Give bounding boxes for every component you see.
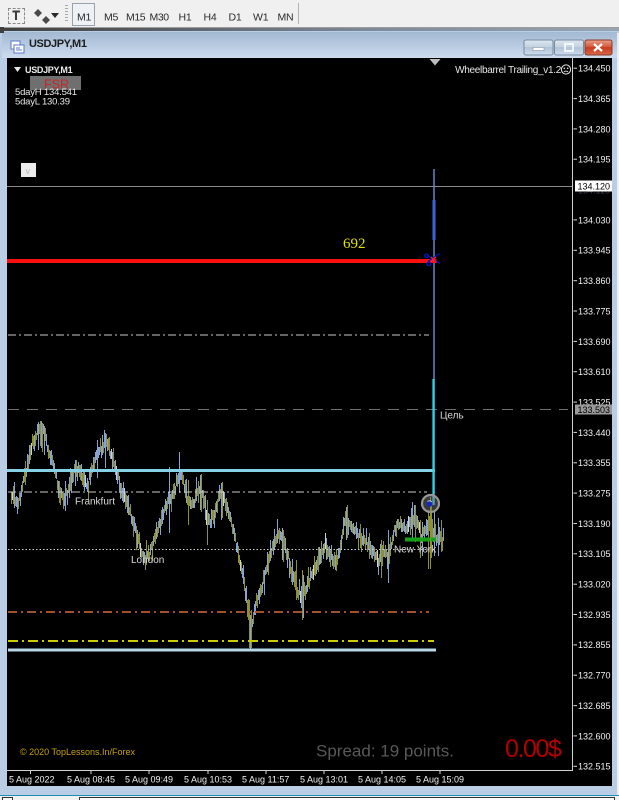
svg-text:134.365: 134.365	[578, 94, 611, 104]
svg-text:132.600: 132.600	[578, 731, 611, 741]
svg-text:v: v	[26, 166, 31, 176]
svg-text:133.525: 133.525	[578, 397, 611, 407]
svg-text:134.195: 134.195	[578, 155, 611, 165]
svg-text:Цель: Цель	[440, 411, 464, 422]
svg-text:134.450: 134.450	[578, 64, 611, 74]
svg-text:134.280: 134.280	[578, 124, 611, 134]
svg-text:Wheelbarrel Trailing_v1.2: Wheelbarrel Trailing_v1.2	[455, 65, 562, 76]
svg-text:M15: M15	[126, 12, 146, 24]
svg-text:133.690: 133.690	[578, 337, 611, 347]
svg-text:H4: H4	[204, 12, 217, 24]
svg-text:132.685: 132.685	[578, 701, 611, 711]
svg-text:New York: New York	[394, 545, 437, 556]
svg-text:133.275: 133.275	[578, 489, 611, 499]
svg-text:133.190: 133.190	[578, 519, 611, 529]
svg-text:5 Aug 15:09: 5 Aug 15:09	[416, 775, 464, 785]
svg-text:D1: D1	[229, 12, 242, 24]
svg-text:133.105: 133.105	[578, 549, 611, 559]
svg-text:5 Aug 10:53: 5 Aug 10:53	[184, 775, 232, 785]
svg-text:5 Aug 11:57: 5 Aug 11:57	[242, 775, 289, 785]
svg-text:M5: M5	[104, 12, 119, 24]
svg-text:133.020: 133.020	[578, 580, 611, 590]
svg-text:MN: MN	[278, 12, 294, 24]
svg-text:134.030: 134.030	[578, 215, 611, 225]
svg-text:London: London	[131, 555, 164, 566]
svg-text:132.770: 132.770	[578, 671, 611, 681]
svg-text:132.935: 132.935	[578, 610, 611, 620]
svg-text:133.440: 133.440	[578, 428, 611, 438]
svg-text:M1: M1	[77, 12, 92, 24]
svg-text:H1: H1	[179, 12, 192, 24]
svg-text:133.775: 133.775	[578, 306, 611, 316]
svg-text:USDJPY,M1: USDJPY,M1	[25, 65, 73, 75]
svg-text:FSR: FSR	[44, 78, 69, 92]
svg-text:5 Aug 09:49: 5 Aug 09:49	[125, 775, 173, 785]
svg-text:692: 692	[343, 236, 366, 252]
svg-text:132.515: 132.515	[578, 762, 611, 772]
svg-text:M30: M30	[150, 12, 170, 24]
svg-text:5 Aug 2022: 5 Aug 2022	[9, 775, 55, 785]
svg-text:5dayH 134.541: 5dayH 134.541	[15, 87, 77, 98]
svg-text:5 Aug 13:01: 5 Aug 13:01	[300, 775, 348, 785]
svg-text:© 2020 TopLessons.In/Forex: © 2020 TopLessons.In/Forex	[20, 747, 136, 757]
svg-text:133.355: 133.355	[578, 458, 611, 468]
svg-text:133.945: 133.945	[578, 246, 611, 256]
svg-text:132.855: 132.855	[578, 640, 611, 650]
svg-text:133.503: 133.503	[578, 405, 611, 415]
svg-text:5 Aug 08:45: 5 Aug 08:45	[67, 775, 115, 785]
svg-text:5 Aug 14:05: 5 Aug 14:05	[358, 775, 406, 785]
svg-text:134.120: 134.120	[578, 182, 611, 192]
svg-text:W1: W1	[253, 12, 269, 24]
svg-text:5dayL 130.39: 5dayL 130.39	[15, 97, 70, 108]
svg-text:0.00$: 0.00$	[505, 735, 562, 763]
svg-text:Frankfurt: Frankfurt	[75, 497, 115, 508]
svg-text:133.860: 133.860	[578, 276, 611, 286]
svg-text:Spread: 19 points.: Spread: 19 points.	[316, 742, 454, 761]
svg-text:133.610: 133.610	[578, 367, 611, 377]
